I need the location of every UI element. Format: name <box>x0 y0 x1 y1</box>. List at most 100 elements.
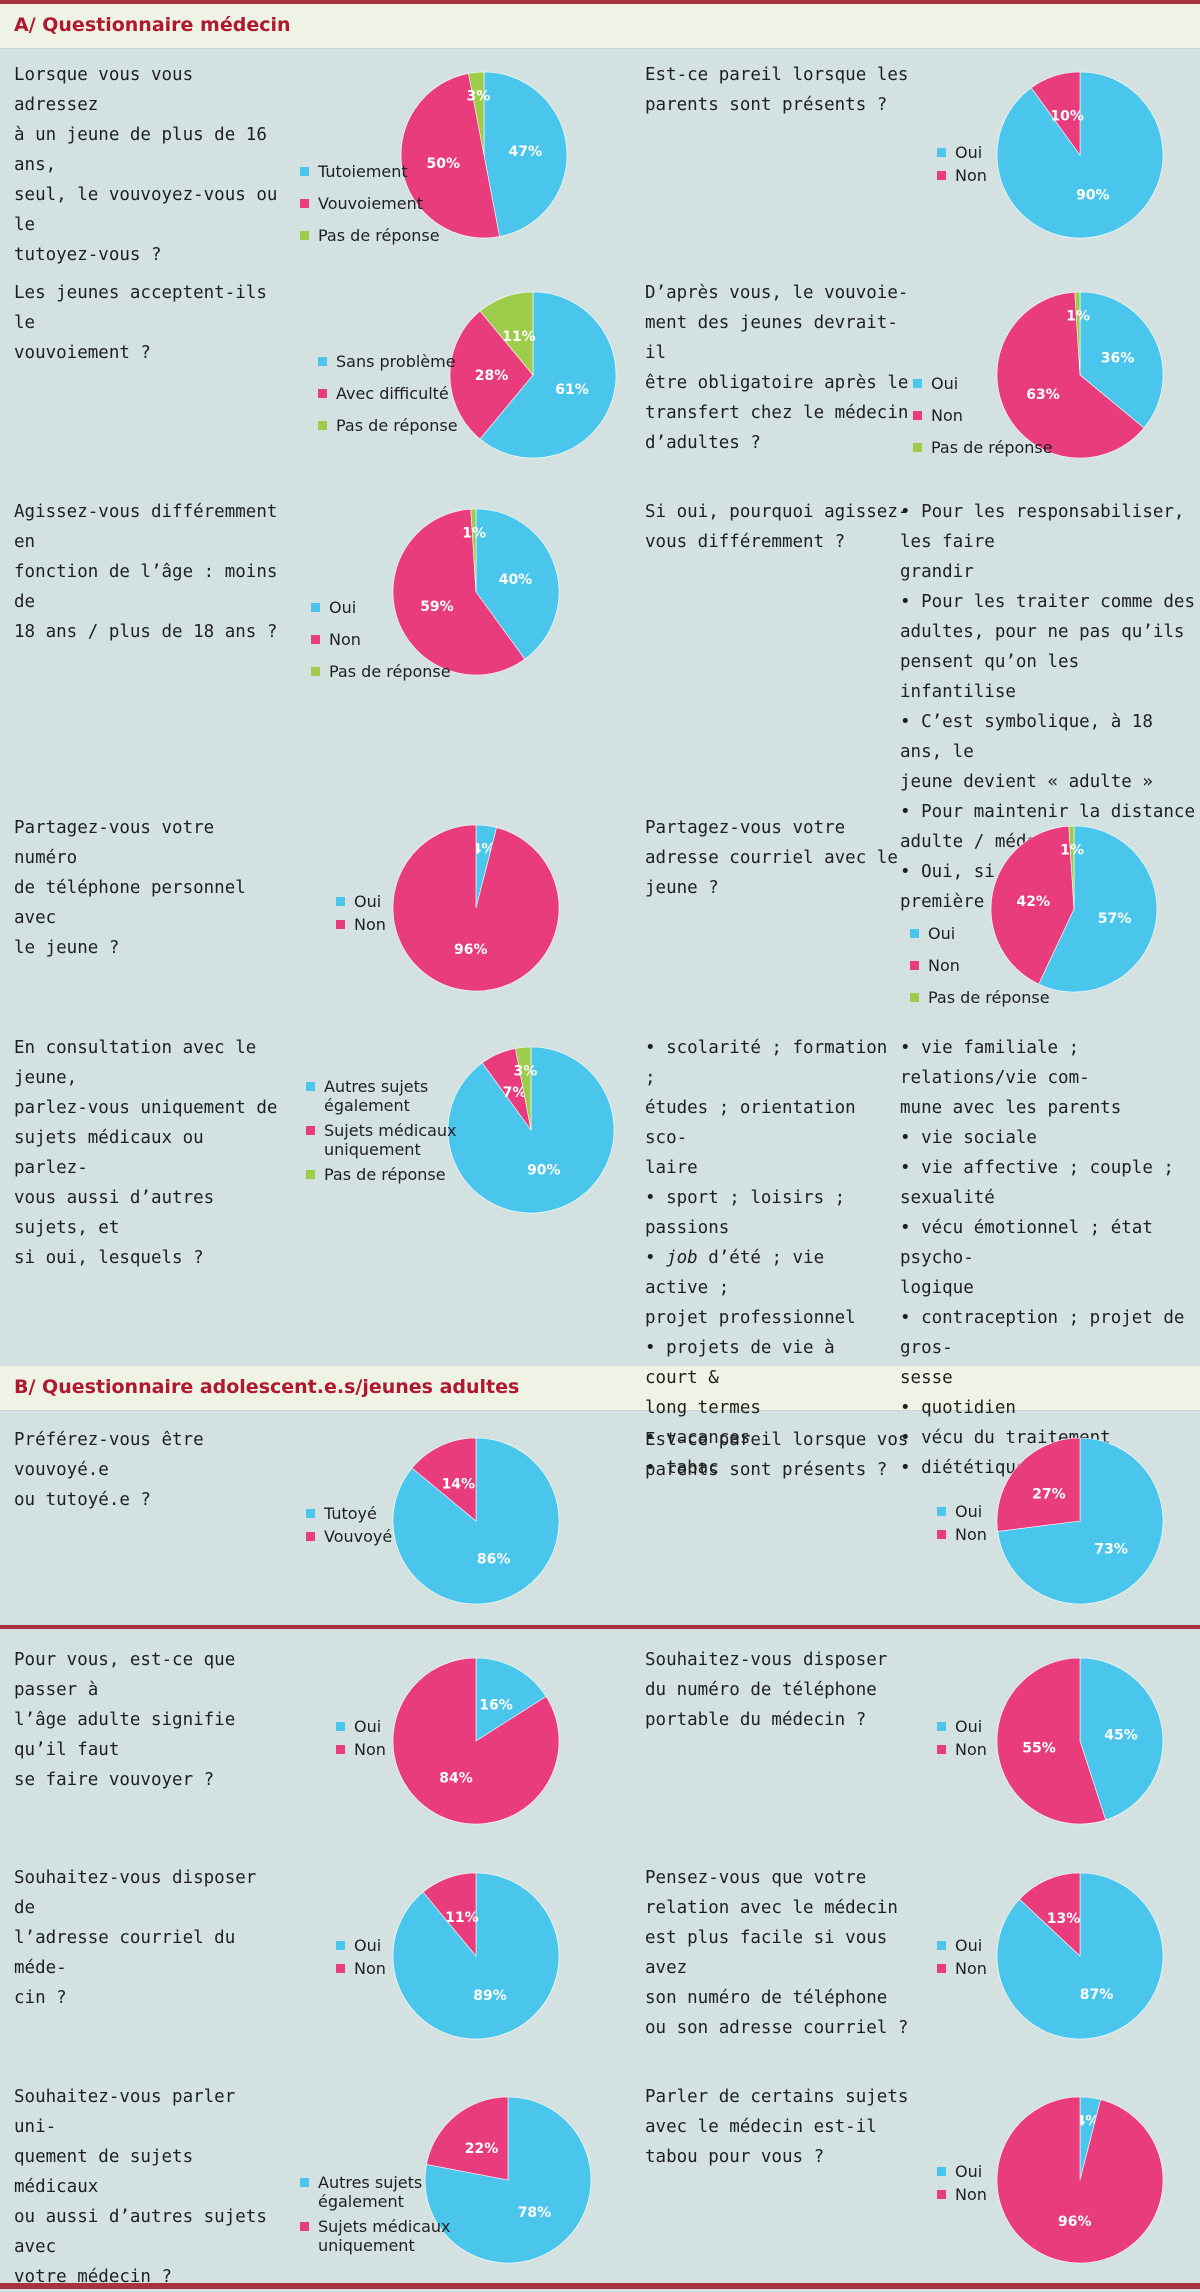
legend-label: Oui <box>955 1502 983 1521</box>
legend-item: Non <box>913 406 1053 425</box>
legend-item: Tutoiement <box>300 162 440 181</box>
legend-label: Oui <box>955 143 983 162</box>
legend-swatch <box>300 2222 309 2231</box>
pie-chart: 40% 59% 1% <box>392 508 560 676</box>
pie-slice <box>996 2096 1164 2264</box>
slice-value-label: 27% <box>1032 1487 1066 1503</box>
legend-item: Pas de réponse <box>913 438 1053 457</box>
slice-value-label: 90% <box>1076 187 1110 203</box>
pie-slice <box>475 1657 547 1742</box>
section-b-header: B/ Questionnaire adolescent.e.s/jeunes a… <box>0 1366 1200 1411</box>
pie-chart: 36% 63% 1% <box>996 291 1164 459</box>
list-item: • quotidien <box>900 1398 1016 1418</box>
legend-swatch <box>306 1082 315 1091</box>
topics-list-2: • vie familiale ; relations/vie com- mun… <box>900 1033 1195 1483</box>
pie-slice <box>515 1046 532 1131</box>
legend-label: Sujets médicaux uniquement <box>318 2217 451 2255</box>
pie-slice <box>479 291 534 376</box>
legend-item: Sans problème <box>318 352 458 371</box>
legend-label: Non <box>955 166 987 185</box>
legend-label: Avec difficulté <box>336 384 449 403</box>
legend-label: Non <box>354 915 386 934</box>
slice-value-label: 28% <box>475 368 509 384</box>
legend-item: Autres sujets également <box>306 1077 457 1115</box>
pie-slice <box>392 824 560 992</box>
slice-value-label: 11% <box>502 329 536 345</box>
pie-slice <box>400 73 500 239</box>
chart-legend: Oui Non <box>336 1936 386 1982</box>
slice-value-label: 10% <box>1050 109 1084 125</box>
legend-label: Sujets médicaux uniquement <box>324 1121 457 1159</box>
legend-swatch <box>336 1722 345 1731</box>
legend-item: Non <box>311 630 451 649</box>
legend-item: Avec difficulté <box>318 384 458 403</box>
legend-label: Pas de réponse <box>329 662 451 681</box>
slice-value-label: 3% <box>513 1064 537 1080</box>
legend-swatch <box>913 379 922 388</box>
question-text: Préférez-vous être vouvoyé.e ou tutoyé.e… <box>14 1430 204 1510</box>
section-a-header: A/ Questionnaire médecin <box>0 4 1200 49</box>
question-text: Souhaitez-vous disposer du numéro de tél… <box>645 1650 888 1730</box>
chart-legend: Oui Non <box>336 1717 386 1763</box>
pie-slice <box>392 508 526 676</box>
pie-chart: 61% 28% 11% <box>449 291 617 459</box>
pie-chart: 45% 55% <box>996 1657 1164 1825</box>
question-text: Souhaitez-vous disposer de l’adresse cou… <box>14 1868 257 2008</box>
legend-item: Oui <box>336 1936 386 1955</box>
pie-chart: 90% 10% <box>996 71 1164 239</box>
list-item: • projets de vie à court & long termes <box>645 1338 835 1418</box>
pie-slice <box>1074 291 1081 376</box>
question-text: Lorsque vous vous adressez à un jeune de… <box>14 65 278 265</box>
legend-label: Non <box>928 956 960 975</box>
slice-value-label: 87% <box>1080 1987 1114 2003</box>
slice-value-label: 96% <box>1058 2214 1092 2230</box>
legend-item: Non <box>336 915 386 934</box>
chart-legend: Oui Non <box>336 892 386 938</box>
legend-swatch <box>300 167 309 176</box>
question-text: Souhaitez-vous parler uni- quement de su… <box>14 2087 267 2287</box>
pie-chart: 78% 22% <box>424 2096 592 2264</box>
legend-label: Autres sujets également <box>324 1077 429 1115</box>
list-item: • vie affective ; couple ; sexualité <box>900 1158 1174 1208</box>
question-text: Est-ce pareil lorsque les parents sont p… <box>645 65 909 115</box>
list-item: • diététique <box>900 1458 1027 1478</box>
legend-item: Pas de réponse <box>910 988 1050 1007</box>
legend-item: Non <box>937 2185 987 2204</box>
slice-value-label: 36% <box>1101 350 1135 366</box>
legend-swatch <box>336 1745 345 1754</box>
legend-item: Oui <box>937 2162 987 2181</box>
slice-value-label: 4% <box>472 842 496 858</box>
top-rule <box>0 0 1200 4</box>
slice-value-label: 14% <box>442 1476 476 1492</box>
pie-chart: 89% 11% <box>392 1872 560 2040</box>
legend-label: Non <box>955 1740 987 1759</box>
bottom-rule <box>0 2283 1200 2289</box>
legend-label: Pas de réponse <box>928 988 1050 1007</box>
legend-item: Oui <box>937 143 987 162</box>
pie-chart: 87% 13% <box>996 1872 1164 2040</box>
pie-slice <box>996 1657 1107 1825</box>
slice-value-label: 1% <box>1066 308 1090 324</box>
pie-slice <box>483 71 568 237</box>
legend-item: Non <box>336 1740 386 1759</box>
legend-label: Pas de réponse <box>324 1165 446 1184</box>
question-text: D’après vous, le vouvoie- ment des jeune… <box>645 283 909 453</box>
legend-label: Oui <box>955 1936 983 1955</box>
pie-slice <box>1038 825 1158 993</box>
legend-label: Non <box>955 1959 987 1978</box>
legend-item: Tutoyé <box>306 1504 392 1523</box>
chart-legend: Tutoyé Vouvoyé <box>306 1504 392 1550</box>
pie-chart: 90% 7% 3% <box>447 1046 615 1214</box>
legend-swatch <box>937 1964 946 1973</box>
legend-label: Non <box>955 2185 987 2204</box>
list-item: • Pour les responsabiliser, les faire gr… <box>900 502 1185 582</box>
slice-value-label: 59% <box>420 599 454 615</box>
legend-swatch <box>306 1126 315 1135</box>
legend-swatch <box>311 603 320 612</box>
legend-swatch <box>910 993 919 1002</box>
legend-swatch <box>336 920 345 929</box>
pie-slice <box>996 1437 1081 1532</box>
legend-item: Non <box>910 956 1050 975</box>
legend-item: Non <box>937 1740 987 1759</box>
legend-swatch <box>318 421 327 430</box>
